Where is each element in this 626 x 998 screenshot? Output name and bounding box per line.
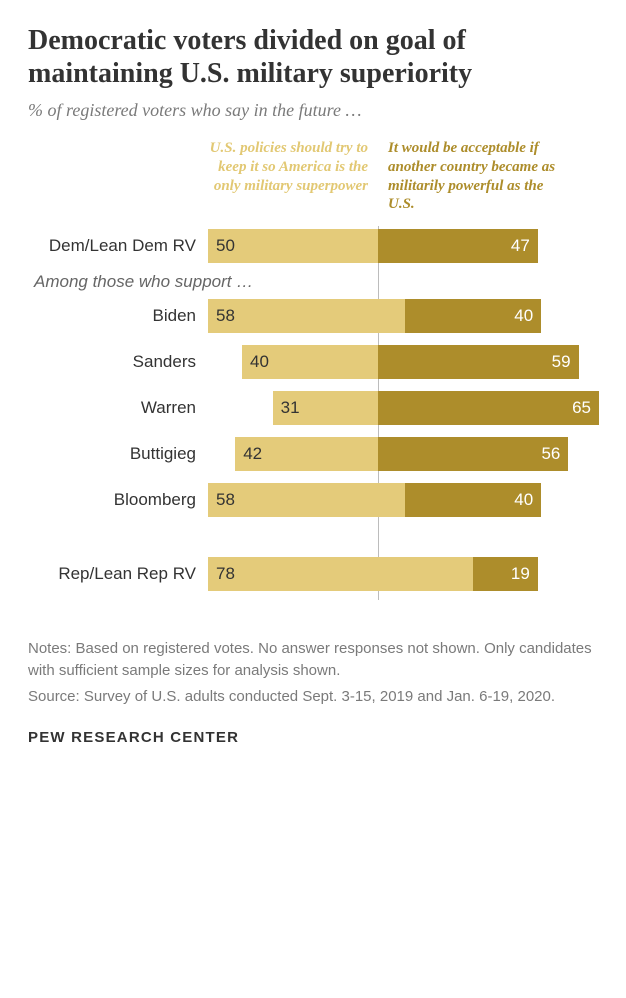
- bar-left: 50: [208, 229, 378, 263]
- legend-right-label: It would be acceptable if another countr…: [378, 139, 568, 214]
- bar-right: 40: [405, 299, 541, 333]
- bar-left: 58: [208, 483, 405, 517]
- bar-left: 78: [208, 557, 473, 591]
- bar-right: 47: [378, 229, 538, 263]
- chart-source: Source: Survey of U.S. adults conducted …: [28, 686, 598, 708]
- bar-left: 42: [235, 437, 378, 471]
- bar-right: 65: [378, 391, 599, 425]
- brand-attribution: PEW RESEARCH CENTER: [28, 729, 598, 746]
- bar-right: 56: [378, 437, 568, 471]
- chart-row: Biden5840: [28, 296, 598, 336]
- row-label: Biden: [28, 306, 208, 326]
- chart-row: Warren 3165: [28, 388, 598, 428]
- chart-title: Democratic voters divided on goal of mai…: [28, 24, 598, 90]
- bar-left: 58: [208, 299, 405, 333]
- row-label: Sanders: [28, 352, 208, 372]
- diverging-bar-chart: Dem/Lean Dem RV5047 Among those who suppo…: [28, 226, 598, 630]
- bar-left: 31: [273, 391, 378, 425]
- legend: U.S. policies should try to keep it so A…: [28, 139, 598, 214]
- row-label: Buttigieg: [28, 444, 208, 464]
- row-label: Bloomberg: [28, 490, 208, 510]
- chart-row: Sanders 4059: [28, 342, 598, 382]
- chart-row: Dem/Lean Dem RV5047: [28, 226, 598, 266]
- bar-right: 40: [405, 483, 541, 517]
- chart-subheader: Among those who support …: [28, 272, 598, 292]
- chart-row: Bloomberg5840: [28, 480, 598, 520]
- row-label: Warren: [28, 398, 208, 418]
- bar-left: 40: [242, 345, 378, 379]
- chart-row: Buttigieg 4256: [28, 434, 598, 474]
- bar-right: 59: [378, 345, 579, 379]
- chart-subtitle: % of registered voters who say in the fu…: [28, 100, 598, 121]
- legend-left-label: U.S. policies should try to keep it so A…: [208, 139, 378, 214]
- bar-right: 19: [473, 557, 538, 591]
- chart-row: Rep/Lean Rep RV7819: [28, 554, 598, 594]
- row-label: Rep/Lean Rep RV: [28, 564, 208, 584]
- row-label: Dem/Lean Dem RV: [28, 236, 208, 256]
- chart-notes: Notes: Based on registered votes. No ans…: [28, 638, 598, 682]
